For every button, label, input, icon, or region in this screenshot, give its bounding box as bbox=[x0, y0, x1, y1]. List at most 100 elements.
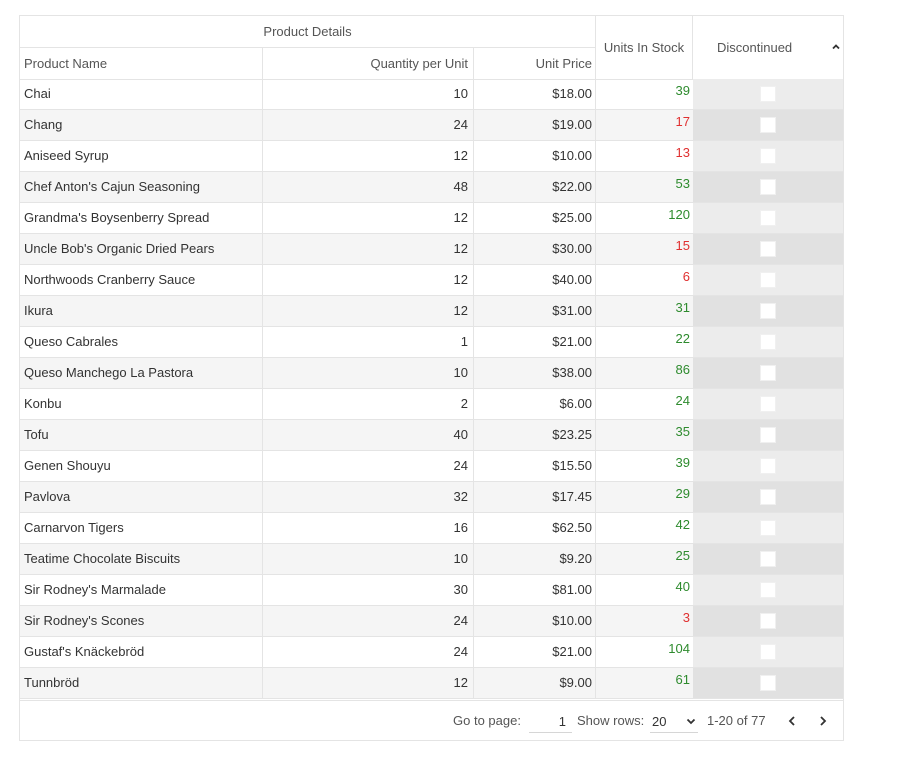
table-row[interactable]: Tunnbröd 12 $9.00 61 bbox=[20, 668, 843, 699]
discontinued-checkbox[interactable] bbox=[760, 148, 776, 164]
table-row[interactable]: Gustaf's Knäckebröd 24 $21.00 104 bbox=[20, 637, 843, 668]
product-name-cell: Sir Rodney's Scones bbox=[20, 606, 263, 636]
discontinued-checkbox[interactable] bbox=[760, 427, 776, 443]
page-number-input[interactable]: 1 bbox=[529, 709, 572, 733]
column-header-quantity-per-unit[interactable]: Quantity per Unit bbox=[263, 48, 474, 79]
column-header-discontinued[interactable]: Discontinued bbox=[717, 40, 793, 55]
discontinued-cell bbox=[693, 358, 843, 388]
unit-price-cell: $6.00 bbox=[474, 389, 596, 419]
units-in-stock-cell: 31 bbox=[675, 300, 690, 315]
table-row[interactable]: Northwoods Cranberry Sauce 12 $40.00 6 bbox=[20, 265, 843, 296]
table-row[interactable]: Chai 10 $18.00 39 bbox=[20, 79, 843, 110]
quantity-cell: 48 bbox=[263, 172, 474, 202]
units-in-stock-cell: 61 bbox=[675, 672, 690, 687]
table-row[interactable]: Ikura 12 $31.00 31 bbox=[20, 296, 843, 327]
table-row[interactable]: Tofu 40 $23.25 35 bbox=[20, 420, 843, 451]
table-row[interactable]: Uncle Bob's Organic Dried Pears 12 $30.00 1… bbox=[20, 234, 843, 265]
discontinued-checkbox[interactable] bbox=[760, 117, 776, 133]
product-name-cell: Uncle Bob's Organic Dried Pears bbox=[20, 234, 263, 264]
discontinued-checkbox[interactable] bbox=[760, 241, 776, 257]
quantity-cell: 12 bbox=[263, 265, 474, 295]
unit-price-cell: $31.00 bbox=[474, 296, 596, 326]
discontinued-cell bbox=[693, 606, 843, 636]
quantity-cell: 2 bbox=[263, 389, 474, 419]
table-row[interactable]: Aniseed Syrup 12 $10.00 13 bbox=[20, 141, 843, 172]
discontinued-checkbox[interactable] bbox=[760, 272, 776, 288]
quantity-cell: 10 bbox=[263, 79, 474, 109]
discontinued-cell bbox=[693, 265, 843, 295]
discontinued-checkbox[interactable] bbox=[760, 303, 776, 319]
quantity-cell: 24 bbox=[263, 110, 474, 140]
discontinued-checkbox[interactable] bbox=[760, 458, 776, 474]
discontinued-checkbox[interactable] bbox=[760, 396, 776, 412]
quantity-cell: 12 bbox=[263, 141, 474, 171]
grid-body: Chai 10 $18.00 39 Chang 24 $19.00 17 Aniseed Syr… bbox=[20, 79, 843, 699]
unit-price-cell: $23.25 bbox=[474, 420, 596, 450]
discontinued-checkbox[interactable] bbox=[760, 86, 776, 102]
quantity-cell: 10 bbox=[263, 544, 474, 574]
discontinued-checkbox[interactable] bbox=[760, 210, 776, 226]
table-row[interactable]: Grandma's Boysenberry Spread 12 $25.00 120 bbox=[20, 203, 843, 234]
table-row[interactable]: Pavlova 32 $17.45 29 bbox=[20, 482, 843, 513]
discontinued-cell bbox=[693, 482, 843, 512]
chevron-right-icon[interactable] bbox=[817, 714, 829, 728]
discontinued-cell bbox=[693, 141, 843, 171]
discontinued-checkbox[interactable] bbox=[760, 179, 776, 195]
grid-pager: Go to page: 1 Show rows: 20 1-20 of 77 bbox=[20, 700, 843, 741]
discontinued-checkbox[interactable] bbox=[760, 520, 776, 536]
quantity-cell: 16 bbox=[263, 513, 474, 543]
table-row[interactable]: Queso Cabrales 1 $21.00 22 bbox=[20, 327, 843, 358]
column-header-unit-price[interactable]: Unit Price bbox=[474, 48, 596, 79]
chevron-up-icon[interactable] bbox=[831, 42, 841, 52]
discontinued-checkbox[interactable] bbox=[760, 582, 776, 598]
quantity-cell: 24 bbox=[263, 637, 474, 667]
unit-price-cell: $10.00 bbox=[474, 606, 596, 636]
unit-price-cell: $15.50 bbox=[474, 451, 596, 481]
discontinued-cell bbox=[693, 668, 843, 698]
table-row[interactable]: Sir Rodney's Scones 24 $10.00 3 bbox=[20, 606, 843, 637]
product-name-cell: Ikura bbox=[20, 296, 263, 326]
table-row[interactable]: Chang 24 $19.00 17 bbox=[20, 110, 843, 141]
units-in-stock-cell: 24 bbox=[675, 393, 690, 408]
units-in-stock-cell: 25 bbox=[675, 548, 690, 563]
table-row[interactable]: Teatime Chocolate Biscuits 10 $9.20 25 bbox=[20, 544, 843, 575]
product-name-cell: Carnarvon Tigers bbox=[20, 513, 263, 543]
table-row[interactable]: Sir Rodney's Marmalade 30 $81.00 40 bbox=[20, 575, 843, 606]
table-row[interactable]: Carnarvon Tigers 16 $62.50 42 bbox=[20, 513, 843, 544]
rows-per-page-select[interactable]: 20 bbox=[650, 709, 698, 733]
quantity-cell: 12 bbox=[263, 203, 474, 233]
discontinued-checkbox[interactable] bbox=[760, 365, 776, 381]
column-header-product-name[interactable]: Product Name bbox=[20, 48, 263, 79]
discontinued-checkbox[interactable] bbox=[760, 489, 776, 505]
unit-price-cell: $10.00 bbox=[474, 141, 596, 171]
unit-price-cell: $18.00 bbox=[474, 79, 596, 109]
discontinued-cell bbox=[693, 451, 843, 481]
product-name-cell: Queso Cabrales bbox=[20, 327, 263, 357]
table-row[interactable]: Genen Shouyu 24 $15.50 39 bbox=[20, 451, 843, 482]
column-group-header-product-details[interactable]: Product Details bbox=[20, 16, 596, 48]
product-name-cell: Tunnbröd bbox=[20, 668, 263, 698]
page-range-text: 1-20 of 77 bbox=[707, 713, 766, 728]
discontinued-cell bbox=[693, 203, 843, 233]
discontinued-checkbox[interactable] bbox=[760, 644, 776, 660]
chevron-left-icon[interactable] bbox=[786, 714, 798, 728]
quantity-cell: 30 bbox=[263, 575, 474, 605]
table-row[interactable]: Konbu 2 $6.00 24 bbox=[20, 389, 843, 420]
units-in-stock-cell: 39 bbox=[675, 455, 690, 470]
column-header-units-in-stock[interactable]: Units In Stock bbox=[596, 16, 693, 79]
quantity-cell: 10 bbox=[263, 358, 474, 388]
unit-price-cell: $30.00 bbox=[474, 234, 596, 264]
units-in-stock-cell: 39 bbox=[675, 83, 690, 98]
unit-price-cell: $62.50 bbox=[474, 513, 596, 543]
product-name-cell: Genen Shouyu bbox=[20, 451, 263, 481]
discontinued-checkbox[interactable] bbox=[760, 675, 776, 691]
discontinued-checkbox[interactable] bbox=[760, 613, 776, 629]
product-name-cell: Chang bbox=[20, 110, 263, 140]
table-row[interactable]: Queso Manchego La Pastora 10 $38.00 86 bbox=[20, 358, 843, 389]
table-row[interactable]: Chef Anton's Cajun Seasoning 48 $22.00 53 bbox=[20, 172, 843, 203]
unit-price-cell: $38.00 bbox=[474, 358, 596, 388]
unit-price-cell: $22.00 bbox=[474, 172, 596, 202]
discontinued-checkbox[interactable] bbox=[760, 334, 776, 350]
product-name-cell: Teatime Chocolate Biscuits bbox=[20, 544, 263, 574]
discontinued-checkbox[interactable] bbox=[760, 551, 776, 567]
